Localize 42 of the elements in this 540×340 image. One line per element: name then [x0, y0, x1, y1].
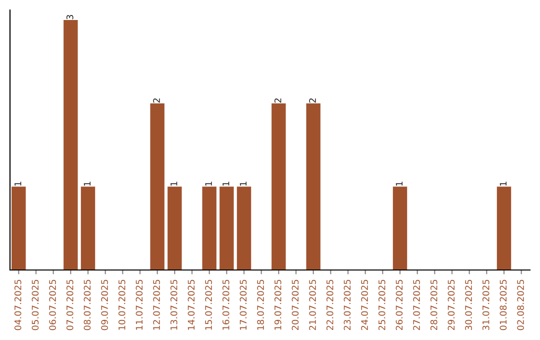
data-label: 1	[500, 182, 506, 186]
data-label: 3	[66, 14, 74, 20]
data-label: 2	[309, 98, 316, 103]
x-tick-label: 21.07.2025	[309, 280, 316, 330]
data-label: 2	[153, 98, 160, 103]
x-tick-label: 08.07.2025	[84, 280, 91, 330]
x-tick-label: 29.07.2025	[448, 280, 455, 330]
data-label: 1	[222, 182, 230, 186]
x-tick-label: 25.07.2025	[378, 280, 386, 330]
data-label: 1	[170, 182, 178, 186]
x-tick-label: 18.07.2025	[257, 280, 264, 330]
x-tick-label: 09.07.2025	[101, 280, 108, 330]
x-tick-label: 27.07.2025	[413, 280, 420, 330]
x-tick-label: 07.07.2025	[66, 280, 74, 330]
x-tick-label: 01.08.2025	[500, 280, 507, 330]
x-tick-label: 30.07.2025	[465, 280, 472, 330]
x-tick-label: 11.07.2025	[136, 280, 143, 330]
x-tick-label: 02.08.2025	[517, 280, 524, 330]
data-label: 1	[84, 182, 90, 186]
data-label: 1	[240, 182, 246, 186]
x-tick-label: 26.07.2025	[396, 280, 403, 330]
x-tick-label: 24.07.2025	[361, 280, 368, 330]
x-tick-label: 15.07.2025	[205, 280, 212, 330]
data-label: 2	[274, 98, 282, 103]
data-label: 1	[205, 182, 212, 186]
x-tick-label: 17.07.2025	[240, 280, 247, 330]
x-tick-label: 13.07.2025	[170, 280, 178, 330]
x-tick-label: 06.07.2025	[49, 280, 56, 330]
x-tick-label: 12.07.2025	[153, 280, 160, 330]
x-tick-label: 28.07.2025	[430, 280, 438, 330]
x-tick-label: 16.07.2025	[222, 280, 230, 330]
x-tick-label: 22.07.2025	[326, 280, 334, 330]
x-tick-label: 31.07.2025	[482, 280, 490, 330]
x-tick-label: 20.07.2025	[292, 280, 299, 330]
x-tick-label: 10.07.2025	[118, 280, 126, 330]
x-tick-label: 05.07.2025	[32, 280, 39, 330]
x-tick-label: 23.07.2025	[344, 280, 351, 330]
x-tick-label: 19.07.2025	[274, 280, 282, 330]
x-tick-label: 04.07.2025	[14, 280, 22, 330]
data-label: 1	[14, 182, 22, 186]
data-label: 1	[396, 182, 402, 186]
x-tick-label: 14.07.2025	[188, 280, 195, 330]
